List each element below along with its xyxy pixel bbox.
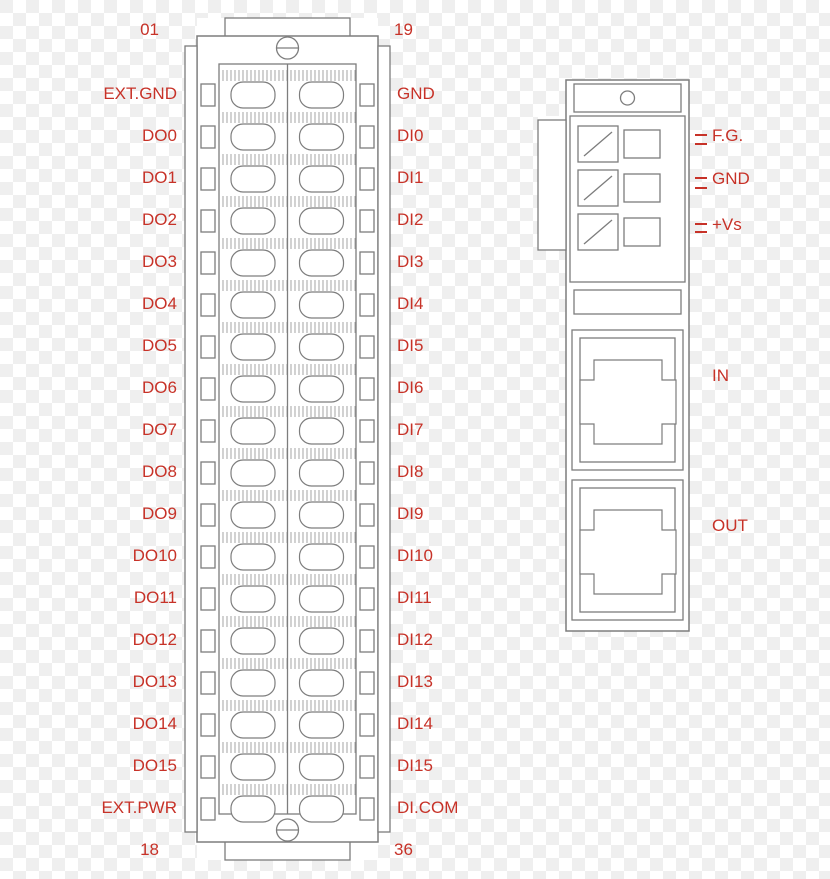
left-pin-0: EXT.GND xyxy=(57,84,177,104)
right-pin-1: DI0 xyxy=(397,126,423,146)
left-pin-3: DO2 xyxy=(57,210,177,230)
left-pin-8: DO7 xyxy=(57,420,177,440)
right-pin-14: DI13 xyxy=(397,672,433,692)
right-pin-10: DI9 xyxy=(397,504,423,524)
pin-num-18: 18 xyxy=(39,840,159,860)
right-pin-4: DI3 xyxy=(397,252,423,272)
right-pin-6: DI5 xyxy=(397,336,423,356)
pin-num-36: 36 xyxy=(394,840,413,860)
left-pin-1: DO0 xyxy=(57,126,177,146)
right-pin-5: DI4 xyxy=(397,294,423,314)
pin-num-19: 19 xyxy=(394,20,413,40)
left-pin-2: DO1 xyxy=(57,168,177,188)
left-pin-12: DO11 xyxy=(57,588,177,608)
left-pin-13: DO12 xyxy=(57,630,177,650)
right-pin-0: GND xyxy=(397,84,435,104)
right-pin-13: DI12 xyxy=(397,630,433,650)
left-pin-6: DO5 xyxy=(57,336,177,356)
right-pin-17: DI.COM xyxy=(397,798,458,818)
right-pin-2: DI1 xyxy=(397,168,423,188)
power-label-2: +Vs xyxy=(712,215,742,235)
left-pin-5: DO4 xyxy=(57,294,177,314)
left-pin-16: DO15 xyxy=(57,756,177,776)
power-label-1: GND xyxy=(712,169,750,189)
right-pin-16: DI15 xyxy=(397,756,433,776)
left-pin-4: DO3 xyxy=(57,252,177,272)
right-pin-3: DI2 xyxy=(397,210,423,230)
right-pin-11: DI10 xyxy=(397,546,433,566)
right-pin-12: DI11 xyxy=(397,588,432,608)
right-pin-7: DI6 xyxy=(397,378,423,398)
right-pin-9: DI8 xyxy=(397,462,423,482)
left-pin-7: DO6 xyxy=(57,378,177,398)
pin-num-01: 01 xyxy=(39,20,159,40)
jack-label-0: IN xyxy=(712,366,729,386)
right-pin-15: DI14 xyxy=(397,714,433,734)
jack-label-1: OUT xyxy=(712,516,748,536)
left-pin-10: DO9 xyxy=(57,504,177,524)
left-pin-17: EXT.PWR xyxy=(57,798,177,818)
left-pin-15: DO14 xyxy=(57,714,177,734)
right-pin-8: DI7 xyxy=(397,420,423,440)
power-label-0: F.G. xyxy=(712,126,743,146)
left-pin-9: DO8 xyxy=(57,462,177,482)
left-pin-14: DO13 xyxy=(57,672,177,692)
left-pin-11: DO10 xyxy=(57,546,177,566)
